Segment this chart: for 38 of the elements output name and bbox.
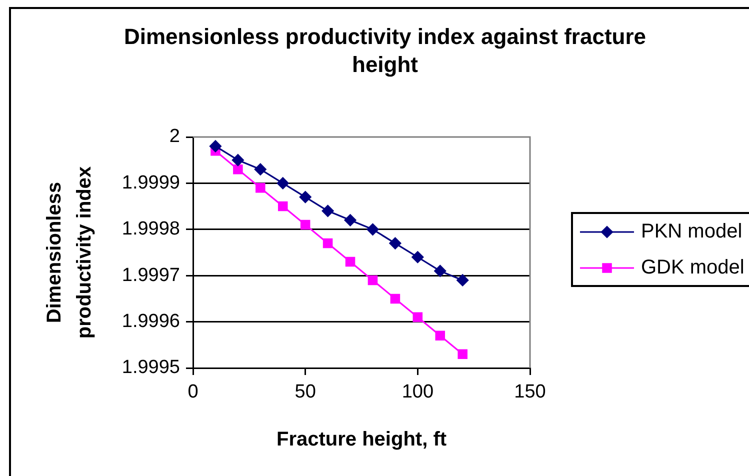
- point: [322, 204, 334, 218]
- point: [322, 238, 333, 248]
- point: [232, 154, 244, 166]
- point: [300, 220, 310, 230]
- point: [456, 274, 469, 286]
- y-tick-label: 1.9997: [122, 264, 180, 286]
- y-axis-title: Dimensionless productivity index: [44, 166, 96, 339]
- point: [412, 312, 423, 322]
- point: [366, 223, 379, 236]
- point: [390, 294, 400, 304]
- point: [344, 214, 356, 226]
- legend-label: GDK model: [641, 256, 744, 279]
- point: [345, 256, 356, 267]
- point: [278, 201, 288, 212]
- x-tick-label: 150: [514, 382, 546, 403]
- point: [368, 275, 378, 286]
- x-tick-label: 0: [188, 382, 198, 403]
- y-tick-label: 1.9999: [122, 172, 180, 194]
- point: [299, 190, 312, 204]
- point: [458, 349, 468, 360]
- legend-label: PKN model: [641, 220, 742, 243]
- point: [435, 330, 446, 341]
- point: [389, 237, 402, 250]
- x-axis-title: Fracture height, ft: [276, 428, 447, 451]
- y-tick-label: 2: [169, 126, 180, 148]
- point: [209, 140, 222, 152]
- point: [412, 251, 424, 264]
- point: [254, 163, 266, 176]
- point: [233, 164, 243, 174]
- x-tick-label: 100: [402, 382, 434, 403]
- x-tick-label: 50: [294, 382, 316, 403]
- point: [256, 182, 266, 193]
- point: [276, 177, 289, 190]
- y-tick-label: 1.9995: [122, 357, 180, 378]
- point: [434, 264, 446, 278]
- y-tick-label: 1.9996: [122, 311, 180, 332]
- chart-title: Dimensionless productivity index against fracture height: [124, 24, 646, 78]
- y-tick-label: 1.9998: [122, 218, 180, 240]
